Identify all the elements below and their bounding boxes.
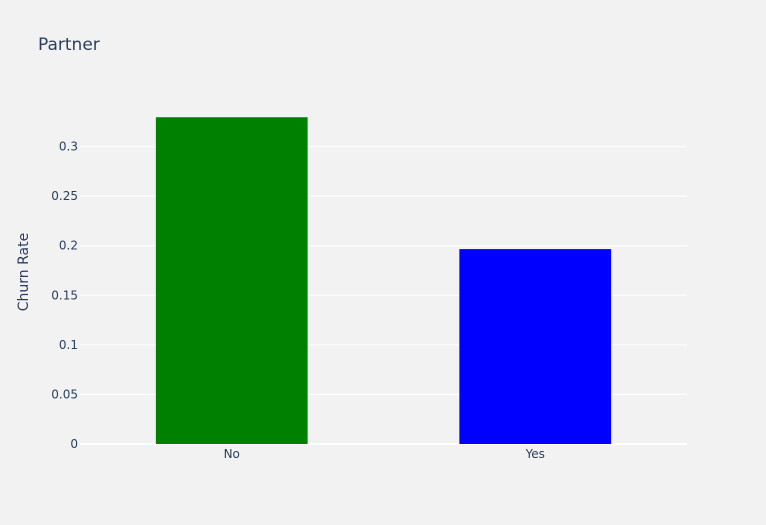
- x-tick-label-no: No: [224, 447, 240, 461]
- y-tick-label: 0.2: [59, 239, 78, 253]
- y-tick-label: 0.3: [59, 140, 78, 154]
- chart-title: Partner: [38, 35, 100, 55]
- x-tick-label-yes: Yes: [525, 447, 545, 461]
- bar-yes[interactable]: [459, 249, 612, 444]
- y-axis-ticks: 0 0.05 0.1 0.15 0.2 0.25 0.3: [51, 140, 78, 451]
- y-axis-title: Churn Rate: [16, 233, 32, 311]
- y-tick-label: 0: [70, 437, 78, 451]
- y-tick-label: 0.05: [51, 387, 78, 401]
- y-tick-label: 0.25: [51, 189, 78, 203]
- y-tick-label: 0.1: [59, 338, 78, 352]
- bars: [155, 117, 612, 444]
- x-axis-ticks: No Yes: [224, 447, 545, 461]
- bar-no[interactable]: [155, 117, 308, 444]
- y-tick-label: 0.15: [51, 288, 78, 302]
